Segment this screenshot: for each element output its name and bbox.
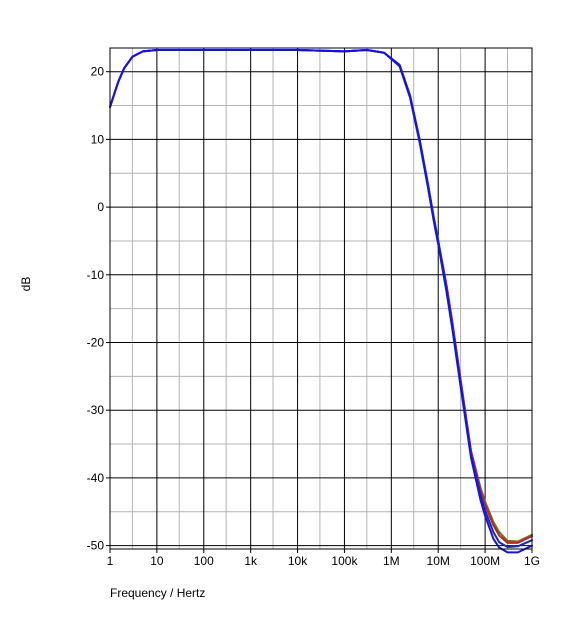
- y-tick-label: -50: [87, 539, 105, 553]
- series-line-3: [109, 49, 533, 548]
- plot-frame: [109, 47, 533, 550]
- y-tick-labels: 20 10 0 -10 -20 -30 -40 -50: [87, 65, 105, 553]
- x-tick-label: 100M: [470, 554, 500, 568]
- x-tick-label: 10k: [288, 554, 308, 568]
- series-lines: [109, 49, 533, 554]
- y-tick-label: 0: [97, 200, 104, 214]
- x-tick-label: 1: [107, 554, 114, 568]
- y-tick-label: -20: [87, 336, 105, 350]
- x-tick-label: 1M: [383, 554, 400, 568]
- y-tick-label: -10: [87, 268, 105, 282]
- y-tick-label: 20: [91, 65, 105, 79]
- y-axis-title: dB: [19, 277, 33, 292]
- series-line-2: [109, 49, 533, 544]
- y-tick-label: -30: [87, 403, 105, 417]
- x-tick-label: 1G: [524, 554, 540, 568]
- series-line-4: [109, 49, 533, 554]
- axes: [106, 47, 533, 553]
- x-tick-label: 10M: [427, 554, 450, 568]
- x-tick-label: 10: [150, 554, 164, 568]
- major-gridlines: [109, 48, 533, 549]
- x-tick-labels: 1 10 100 1k 10k 100k 1M 10M 100M 1G: [107, 554, 540, 568]
- y-tick-label: -40: [87, 471, 105, 485]
- x-tick-label: 100: [194, 554, 214, 568]
- minor-gridlines: [110, 48, 532, 549]
- y-tick-label: 10: [91, 132, 105, 146]
- x-axis-title: Frequency / Hertz: [110, 586, 205, 600]
- x-tick-label: 100k: [331, 554, 358, 568]
- x-tick-label: 1k: [244, 554, 258, 568]
- series-line-1: [109, 49, 533, 543]
